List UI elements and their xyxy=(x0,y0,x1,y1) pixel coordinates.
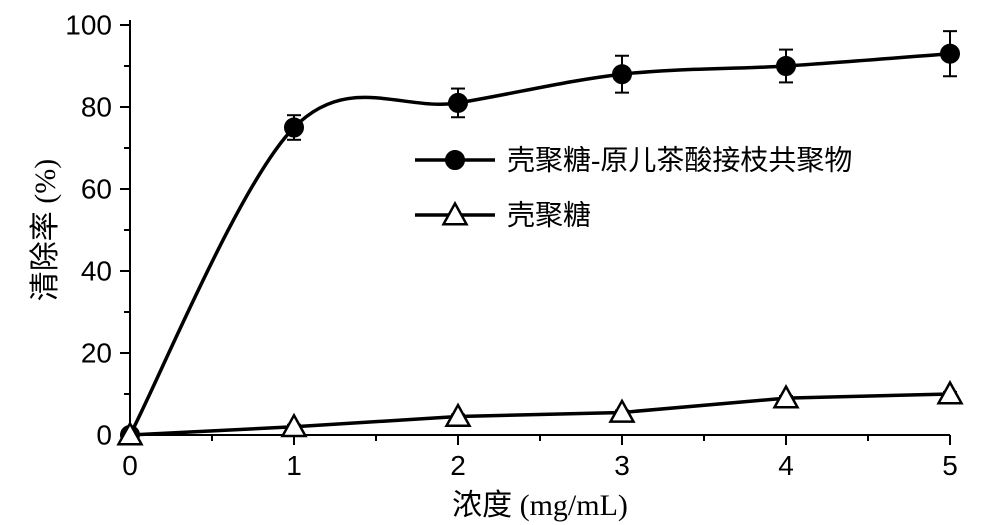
legend-label: 壳聚糖 xyxy=(507,199,591,231)
y-tick-label: 0 xyxy=(96,419,112,450)
copolymer-marker xyxy=(449,94,467,112)
x-tick-label: 3 xyxy=(614,450,630,481)
x-tick-label: 1 xyxy=(286,450,302,481)
y-tick-label: 80 xyxy=(81,91,112,122)
copolymer-marker xyxy=(941,45,959,63)
legend-marker-copolymer xyxy=(446,151,464,169)
x-tick-label: 4 xyxy=(778,450,794,481)
y-tick-label: 20 xyxy=(81,337,112,368)
copolymer-marker xyxy=(777,57,795,75)
y-tick-label: 60 xyxy=(81,173,112,204)
copolymer-marker xyxy=(285,119,303,137)
y-tick-label: 40 xyxy=(81,255,112,286)
legend-label: 壳聚糖-原儿茶酸接枝共聚物 xyxy=(507,144,852,176)
line-chart: 0 1 2 3 4 5 0 20 40 60 80 100 浓度 (mg/mL) 清除率 (%) 壳聚糖-原… xyxy=(0,0,1000,525)
x-tick-label: 5 xyxy=(942,450,958,481)
y-axis-label: 清除率 (%) xyxy=(29,159,62,301)
chart-container: 0 1 2 3 4 5 0 20 40 60 80 100 浓度 (mg/mL) 清除率 (%) 壳聚糖-原… xyxy=(0,0,1000,525)
x-tick-label: 0 xyxy=(122,450,138,481)
y-tick-label: 100 xyxy=(65,9,112,40)
x-axis-label: 浓度 (mg/mL) xyxy=(452,489,628,522)
x-tick-label: 2 xyxy=(450,450,466,481)
copolymer-marker xyxy=(613,65,631,83)
